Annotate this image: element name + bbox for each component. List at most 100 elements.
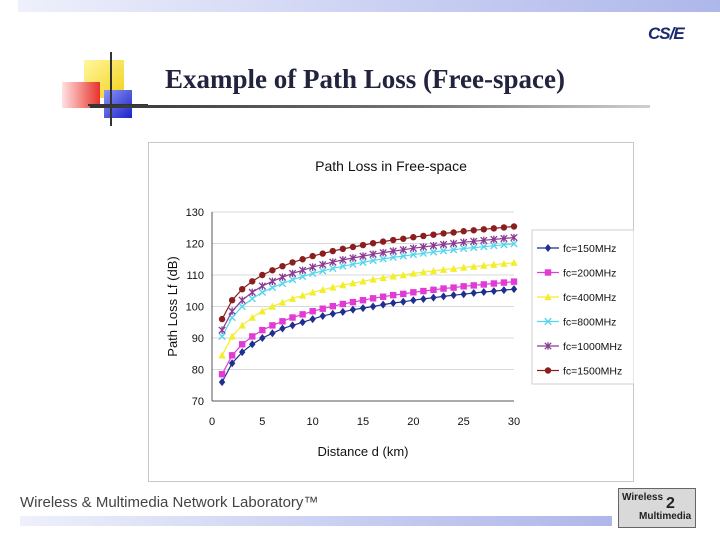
data-point-series-1	[420, 294, 427, 303]
data-point-series-6	[279, 262, 286, 270]
data-point-series-2	[349, 298, 357, 306]
y-tick-label: 130	[186, 207, 204, 219]
data-point-series-3	[299, 291, 307, 299]
data-point-series-4	[379, 255, 387, 263]
data-point-series-2	[259, 326, 266, 334]
data-point-series-6	[480, 226, 487, 233]
data-point-series-3	[228, 332, 236, 340]
data-point-series-6	[239, 285, 246, 293]
data-point-series-5	[449, 239, 458, 248]
data-point-series-1	[359, 304, 367, 313]
data-point-series-3	[329, 283, 337, 291]
data-point-series-5	[268, 277, 277, 285]
legend-label-2: fc=200MHz	[563, 268, 616, 280]
data-point-series-1	[218, 378, 226, 387]
chart-legend	[531, 229, 634, 385]
data-point-series-2	[440, 285, 447, 292]
data-point-series-3	[419, 268, 427, 276]
data-point-series-4	[419, 249, 428, 257]
data-point-series-4	[510, 240, 518, 248]
data-point-series-4	[278, 279, 287, 288]
data-point-series-4	[409, 250, 418, 259]
data-point-series-5	[359, 252, 367, 260]
data-point-series-6	[228, 297, 236, 304]
data-point-series-6	[410, 234, 417, 241]
title-underline	[90, 105, 650, 108]
data-point-series-1	[239, 348, 246, 357]
data-point-series-2	[510, 278, 518, 285]
data-point-series-4	[429, 248, 438, 256]
data-point-series-2	[279, 318, 286, 325]
data-point-series-6	[400, 235, 407, 242]
cse-logo-text: CS/E	[648, 24, 685, 43]
data-point-series-1	[500, 286, 508, 295]
footer-lab-name: Wireless & Multimedia Network Laboratory…	[20, 494, 319, 511]
data-point-series-4	[248, 294, 256, 303]
data-point-series-5	[278, 273, 287, 281]
data-point-series-2	[470, 282, 477, 289]
data-point-series-6	[420, 232, 427, 240]
data-point-series-6	[269, 267, 276, 274]
data-point-series-4	[459, 244, 468, 253]
data-point-series-6	[339, 245, 347, 253]
data-point-series-6	[369, 239, 377, 247]
data-point-series-6	[440, 230, 447, 237]
y-tick-label: 80	[192, 365, 204, 377]
data-point-series-2	[239, 341, 246, 348]
data-point-series-3	[399, 271, 407, 279]
data-point-series-2	[460, 283, 467, 290]
data-point-series-2	[430, 286, 437, 294]
data-point-series-2	[400, 290, 407, 298]
data-point-series-3	[389, 272, 397, 280]
data-point-series-2	[339, 300, 347, 308]
data-point-series-1	[269, 329, 276, 338]
data-point-series-3	[379, 274, 387, 282]
data-point-series-5	[218, 326, 226, 334]
data-point-series-3	[258, 307, 266, 315]
data-point-series-1	[410, 296, 417, 305]
legend-label-3: fc=400MHz	[563, 292, 616, 304]
data-point-series-6	[470, 227, 477, 234]
data-point-series-1	[329, 309, 336, 318]
data-point-series-3	[349, 279, 357, 287]
y-tick-label: 120	[186, 239, 204, 251]
data-point-series-1	[309, 315, 316, 324]
data-point-series-4	[470, 243, 478, 252]
data-point-series-4	[268, 283, 277, 292]
legend-label-6: fc=1500MHz	[563, 366, 622, 378]
data-point-series-4	[339, 262, 347, 270]
data-point-series-4	[399, 252, 407, 260]
data-point-series-2	[249, 333, 256, 340]
cse-logo: CS/E	[648, 20, 704, 54]
data-point-series-6	[299, 256, 306, 263]
data-point-series-4	[449, 246, 458, 254]
data-point-series-1	[379, 300, 387, 309]
data-point-series-5	[329, 258, 337, 266]
lab-logo: Wireless 2 Multimedia	[618, 488, 696, 528]
data-point-series-1	[390, 299, 397, 308]
data-point-series-2	[420, 287, 427, 295]
y-tick-label: 100	[186, 302, 204, 314]
decoration-red-bar	[62, 82, 100, 108]
decoration-vertical-line	[110, 52, 112, 126]
data-point-series-5	[369, 250, 377, 258]
data-point-series-3	[248, 313, 256, 321]
data-point-series-5	[409, 244, 417, 252]
top-gradient-bar	[18, 0, 720, 12]
y-tick-label: 90	[192, 333, 204, 345]
data-point-series-1	[450, 291, 457, 300]
data-point-series-6	[289, 259, 296, 266]
data-point-series-2	[500, 279, 508, 286]
data-point-series-3	[288, 294, 297, 302]
data-point-series-4	[490, 242, 498, 250]
data-point-series-5	[309, 263, 317, 271]
data-point-series-6	[309, 252, 316, 260]
slide-title: Example of Path Loss (Free-space)	[165, 64, 565, 94]
data-point-series-4	[369, 256, 377, 265]
data-point-series-1	[339, 307, 347, 316]
x-tick-label: 20	[407, 416, 419, 428]
data-point-series-3	[480, 261, 488, 269]
path-loss-chart: Path Loss in Free-space70809010011012013…	[148, 142, 634, 482]
data-point-series-5	[248, 288, 256, 297]
x-tick-label: 15	[357, 416, 369, 428]
